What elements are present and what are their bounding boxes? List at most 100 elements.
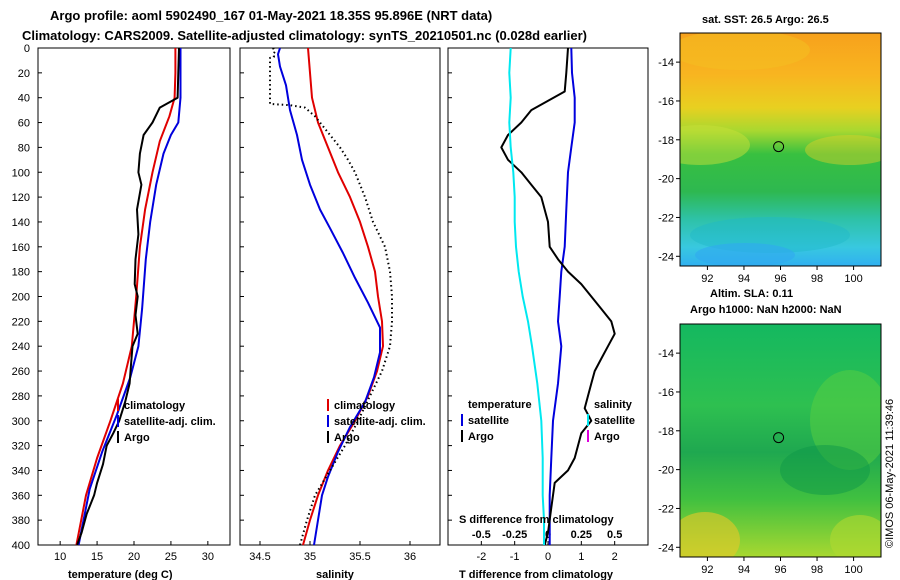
- legend-label-climatology: climatology: [124, 400, 186, 412]
- map-y-tick-label: -24: [658, 251, 674, 263]
- depth-tick-label: 300: [12, 416, 30, 428]
- x-tick-label: 10: [54, 551, 66, 563]
- legend-label-s-satellite: satellite: [594, 415, 635, 427]
- map-x-tick-label: 96: [774, 564, 786, 576]
- map-y-tick-label: -22: [658, 503, 674, 515]
- series-t-argo: [500, 47, 616, 546]
- legend-title-salinity: salinity: [594, 399, 633, 411]
- depth-tick-label: 400: [12, 540, 30, 552]
- map-x-tick-label: 92: [701, 273, 713, 285]
- series-t-satellite: [548, 47, 576, 545]
- legend-label-climatology: climatology: [334, 400, 396, 412]
- depth-tick-label: 200: [12, 292, 30, 304]
- map-y-tick-label: -24: [658, 542, 674, 554]
- salinity-legend: climatology satellite-adj. clim. Argo: [327, 399, 426, 444]
- depth-tick-label: 220: [12, 316, 30, 328]
- sst-patch: [695, 243, 795, 266]
- depth-tick-label: 140: [12, 217, 30, 229]
- x-tick-label: 20: [128, 551, 140, 563]
- map-y-tick-label: -22: [658, 212, 674, 224]
- sla-patch: [680, 512, 740, 557]
- t-difference-axis-label: T difference from climatology: [459, 569, 614, 580]
- temperature-x-axis: 10 15 20 25 30: [54, 541, 214, 563]
- x-tick-label: -1: [510, 551, 520, 563]
- map-y-tick-label: -20: [658, 174, 674, 186]
- depth-tick-label: 40: [18, 93, 30, 105]
- legend-label-argo: Argo: [124, 432, 150, 444]
- salinity-series: [269, 47, 393, 546]
- series-satellite-adj-clim-: [277, 47, 381, 546]
- legend-label-t-argo: Argo: [468, 431, 494, 443]
- sst-patch: [680, 33, 810, 70]
- depth-tick-label: 20: [18, 68, 30, 80]
- map-x-tick-label: 98: [811, 273, 823, 285]
- map-y-tick-label: -14: [658, 57, 674, 69]
- sla-map-title: Altim. SLA: 0.11: [710, 288, 793, 300]
- depth-tick-label: 280: [12, 391, 30, 403]
- sst-patch: [680, 125, 750, 165]
- x-tick-label: 0: [545, 551, 551, 563]
- depth-tick-label: 360: [12, 490, 30, 502]
- legend-title-temperature: temperature: [468, 399, 532, 411]
- temperature-axis-label: temperature (deg C): [68, 569, 173, 580]
- series-s-satellite: [508, 47, 545, 545]
- figure-title-line2: Climatology: CARS2009. Satellite-adjuste…: [22, 28, 587, 43]
- sla-patch: [830, 515, 881, 557]
- argo-location-marker: [773, 432, 785, 444]
- temperature-legend: climatology satellite-adj. clim. Argo: [117, 399, 216, 444]
- map-x-tick-label: 94: [738, 564, 750, 576]
- s-diff-tick-label: -0.5: [472, 529, 491, 541]
- map-x-tick-label: 92: [701, 564, 713, 576]
- salinity-x-axis: 34.5 35 35.5 36: [249, 541, 416, 563]
- x-tick-label: 1: [578, 551, 584, 563]
- map-x-tick-label: 100: [844, 273, 862, 285]
- figure-title-line1: Argo profile: aoml 5902490_167 01-May-20…: [50, 8, 492, 23]
- map-x-tick-label: 94: [738, 273, 750, 285]
- difference-x-axis: -2 -1 0 1 2: [476, 541, 618, 563]
- x-tick-label: -2: [476, 551, 486, 563]
- temperature-series: [75, 47, 182, 546]
- x-tick-label: 36: [404, 551, 416, 563]
- depth-tick-label: 80: [18, 142, 30, 154]
- difference-legend: temperature salinity satellite Argo sate…: [461, 399, 635, 443]
- map-y-tick-label: -18: [658, 426, 674, 438]
- difference-panel-frame: [447, 47, 649, 546]
- map-y-tick-label: -20: [658, 465, 674, 477]
- s-diff-tick-label: 0.5: [607, 529, 622, 541]
- map-y-tick-label: -14: [658, 348, 674, 360]
- map-y-tick-label: -16: [658, 96, 674, 108]
- salinity-panel-frame: [239, 47, 441, 546]
- map-y-tick-label: -18: [658, 135, 674, 147]
- x-tick-label: 15: [91, 551, 103, 563]
- sst-map: sat. SST: 26.5 Argo: 26.5 92 94 96 98 100 -14…: [658, 14, 882, 285]
- sst-patch: [805, 135, 881, 165]
- x-tick-label: 2: [612, 551, 618, 563]
- series-climatology: [302, 47, 384, 546]
- difference-series: [500, 47, 616, 546]
- sla-patch: [810, 370, 881, 470]
- temperature-panel-frame: [37, 47, 231, 546]
- s-diff-tick-label: -0.25: [502, 529, 527, 541]
- depth-tick-label: 240: [12, 341, 30, 353]
- map-x-tick-label: 96: [774, 273, 786, 285]
- depth-tick-label: 380: [12, 515, 30, 527]
- depth-tick-label: 60: [18, 118, 30, 130]
- sst-map-axes: 92 94 96 98 100 -14 -16 -18 -20 -22 -24: [658, 57, 863, 285]
- sla-map-subtitle: Argo h1000: NaN h2000: NaN: [690, 304, 842, 316]
- depth-tick-label: 0: [24, 43, 30, 55]
- legend-label-satellite-adj: satellite-adj. clim.: [124, 416, 216, 428]
- s-diff-tick-label: 0.25: [571, 529, 592, 541]
- x-tick-label: 35: [304, 551, 316, 563]
- x-tick-label: 25: [165, 551, 177, 563]
- depth-tick-label: 120: [12, 192, 30, 204]
- legend-label-s-argo: Argo: [594, 431, 620, 443]
- sst-map-title: sat. SST: 26.5 Argo: 26.5: [702, 14, 829, 26]
- series-satellite-adj-clim-: [77, 48, 182, 546]
- x-tick-label: 34.5: [249, 551, 270, 563]
- map-x-tick-label: 98: [811, 564, 823, 576]
- legend-label-satellite-adj: satellite-adj. clim.: [334, 416, 426, 428]
- legend-label-t-satellite: satellite: [468, 415, 509, 427]
- depth-tick-label: 340: [12, 465, 30, 477]
- sla-map: Altim. SLA: 0.11 Argo h1000: NaN h2000: …: [658, 288, 882, 576]
